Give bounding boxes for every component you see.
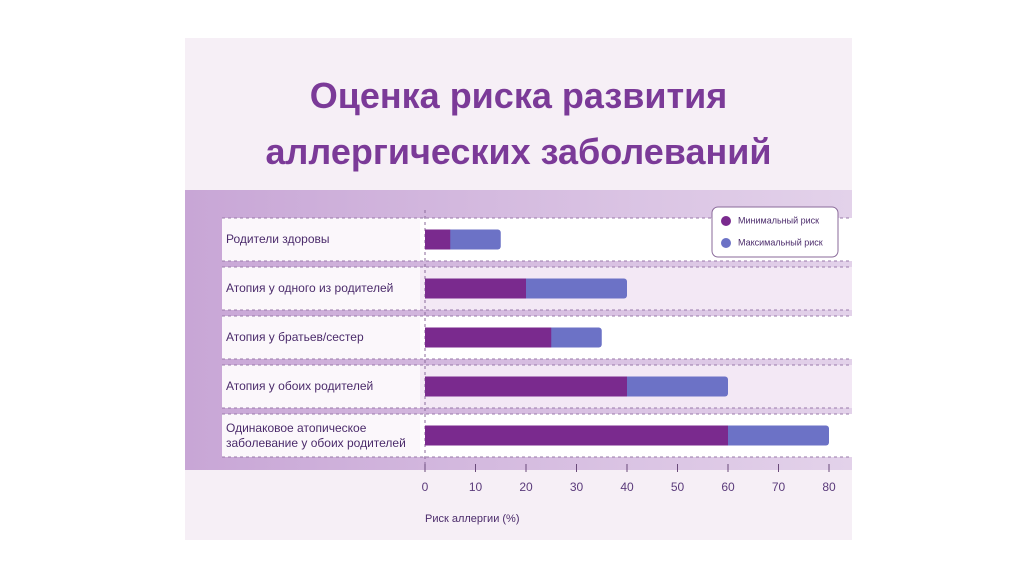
x-tick-label: 80 bbox=[822, 480, 836, 494]
category-label: Одинаковое атопическое заболевание у обо… bbox=[226, 420, 406, 450]
category-label: Атопия у одного из родителей bbox=[226, 281, 394, 295]
bar bbox=[425, 327, 552, 348]
x-tick-label: 70 bbox=[772, 480, 786, 494]
bar bbox=[425, 229, 451, 250]
x-tick-label: 30 bbox=[570, 480, 584, 494]
x-tick-label: 50 bbox=[671, 480, 685, 494]
legend-swatch bbox=[721, 238, 731, 248]
legend-label: Максимальный риск bbox=[738, 237, 823, 247]
label-box bbox=[222, 218, 420, 261]
x-tick-label: 60 bbox=[721, 480, 735, 494]
x-tick-label: 40 bbox=[620, 480, 634, 494]
legend-box bbox=[711, 206, 839, 258]
label-box bbox=[222, 316, 420, 359]
bar bbox=[425, 278, 526, 299]
label-box bbox=[222, 267, 420, 310]
x-tick-label: 20 bbox=[519, 480, 533, 494]
chart-title: Оценка риска развития аллергических забо… bbox=[265, 75, 772, 172]
legend-swatch bbox=[721, 216, 731, 226]
bar bbox=[425, 425, 728, 446]
label-box bbox=[222, 414, 420, 457]
x-tick-label: 0 bbox=[422, 480, 429, 494]
bar bbox=[425, 376, 627, 397]
category-label: Атопия у обоих родителей bbox=[226, 379, 374, 393]
x-tick-label: 10 bbox=[469, 480, 483, 494]
category-label: Родители здоровы bbox=[226, 232, 330, 246]
legend-label: Минимальный риск bbox=[738, 215, 819, 225]
category-label: Атопия у братьев/сестер bbox=[226, 330, 364, 344]
x-axis-label: Риск аллергии (%) bbox=[425, 513, 520, 525]
label-box bbox=[222, 365, 420, 408]
